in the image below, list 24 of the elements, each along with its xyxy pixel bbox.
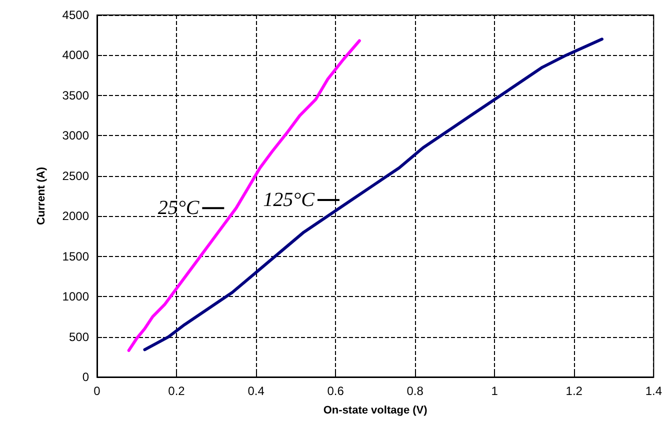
y-tick-label: 0 — [82, 370, 90, 384]
annotation: 125°C — [263, 189, 316, 212]
x-tick-label: 0.2 — [168, 384, 186, 398]
y-tick-label: 4000 — [62, 48, 90, 62]
y-tick-label: 1500 — [62, 249, 90, 264]
x-tick-label: 1.2 — [566, 384, 583, 398]
y-tick-label: 3500 — [62, 88, 90, 102]
y-tick-label: 2500 — [62, 168, 90, 183]
y-tick-label: 1000 — [62, 290, 90, 304]
y-tick-label: 500 — [68, 330, 90, 344]
x-tick-label: 1.4 — [645, 384, 662, 398]
y-tick-label: 3000 — [62, 128, 90, 143]
line-series — [127, 39, 361, 352]
x-tick-label: 0.8 — [406, 384, 424, 398]
x-tick-label: 0.4 — [248, 384, 265, 398]
line-series — [143, 38, 604, 352]
annotation: 25°C — [158, 197, 200, 220]
x-axis-title: On-state voltage (V) — [323, 404, 428, 416]
y-tick-label: 4500 — [62, 8, 90, 22]
y-axis-title: Current (A) — [36, 166, 48, 226]
x-tick-label: 1 — [491, 384, 498, 398]
x-tick-label: 0.6 — [327, 384, 344, 398]
y-tick-label: 2000 — [62, 209, 90, 224]
x-tick-label: 0 — [94, 384, 101, 398]
